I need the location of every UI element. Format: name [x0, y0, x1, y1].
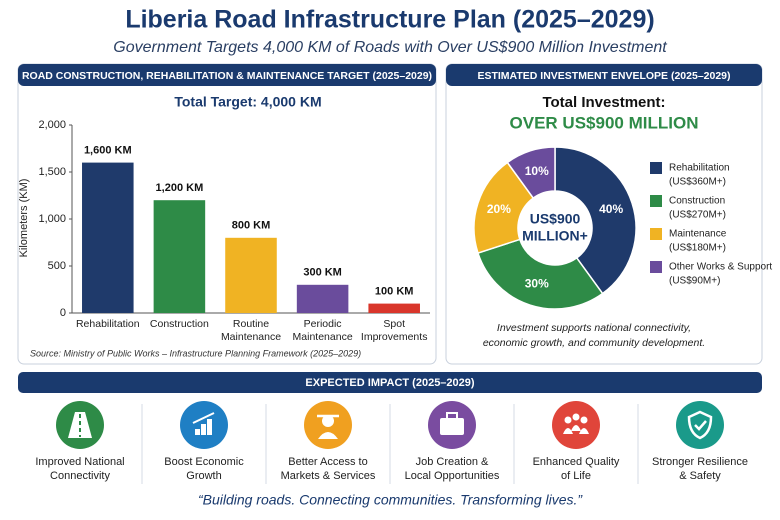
pie-center-label: MILLION+ [522, 228, 588, 244]
legend-detail: (US$270M+) [669, 210, 726, 221]
pie-chart-subtitle: Total Investment: [542, 94, 665, 111]
icon-glyph [195, 429, 200, 435]
legend-detail: (US$180M+) [669, 243, 726, 254]
value-label: 300 KM [303, 267, 342, 279]
pie-slice [506, 146, 556, 200]
impact-label: of Life [561, 470, 591, 482]
impact-label: Boost Economic [164, 456, 244, 468]
pie-center-label: US$900 [530, 211, 581, 227]
impact-item: Better Access to Markets & Services [281, 401, 376, 482]
x-tick-label: Periodic Maintenance [293, 318, 353, 343]
y-tick-label: 0 [60, 307, 66, 319]
impact-item: Job Creation & Local Opportunities [405, 401, 500, 482]
legend-detail: (US$360M+) [669, 177, 726, 188]
slice-label: 40% [599, 202, 623, 216]
impact-banner [18, 372, 762, 393]
y-tick-label: 2,000 [38, 119, 66, 131]
bar [296, 284, 349, 313]
x-tick-label: Routine Maintenance [221, 318, 281, 343]
x-tick-label: Spot Improvements [361, 318, 428, 343]
impact-item: Stronger Resilience & Safety [652, 401, 748, 482]
pie-headline: OVER US$900 MILLION [510, 113, 699, 132]
slice-label: 20% [487, 202, 511, 216]
pie-slice [554, 146, 637, 295]
legend-detail: (US$90M+) [669, 276, 720, 287]
slice-label: 30% [525, 276, 549, 290]
y-axis-label: Kilometers (KM) [18, 179, 30, 258]
pie-note: Investment supports national connectivit… [497, 322, 691, 334]
impact-label: Local Opportunities [405, 470, 500, 482]
impact-label: Markets & Services [281, 470, 376, 482]
impact-item: Enhanced Quality of Life [533, 401, 620, 482]
bar [225, 237, 277, 313]
value-label: 1,200 KM [156, 182, 204, 194]
icon-glyph [580, 416, 588, 424]
icon-glyph [192, 412, 215, 424]
x-tick-label: Rehabilitation [76, 318, 140, 330]
footer-quote: “Building roads. Connecting communities.… [198, 492, 583, 508]
pie-slice [477, 238, 604, 310]
icon-glyph [318, 432, 338, 439]
y-tick-label: 1,500 [38, 166, 66, 178]
bar [153, 200, 206, 313]
bar-chart-title: ROAD CONSTRUCTION, REHABILITATION & MAIN… [22, 70, 432, 82]
pie-note: economic growth, and community developme… [483, 337, 705, 349]
impact-label: Enhanced Quality [533, 456, 620, 468]
impact-item: Improved National Connectivity [35, 401, 125, 482]
impact-label: Improved National [35, 456, 124, 468]
value-label: 100 KM [375, 286, 414, 298]
legend-label: Rehabilitation [669, 163, 730, 174]
page-subtitle: Government Targets 4,000 KM of Roads wit… [113, 39, 667, 56]
legend-label: Construction [669, 196, 725, 207]
legend-swatch [650, 261, 662, 273]
icon-glyph [571, 425, 581, 431]
left-banner [18, 64, 436, 86]
legend-label: Maintenance [669, 229, 727, 240]
impact-label: & Safety [679, 470, 721, 482]
legend-swatch [650, 228, 662, 240]
pie-chart-title: ESTIMATED INVESTMENT ENVELOPE (2025–2029… [477, 70, 730, 82]
impact-item: Boost Economic Growth [164, 401, 244, 482]
bar [368, 303, 420, 313]
x-tick-label: Construction [150, 318, 209, 330]
legend-swatch [650, 195, 662, 207]
impact-label: Stronger Resilience [652, 456, 748, 468]
bar [82, 162, 134, 313]
legend-swatch [650, 162, 662, 174]
slice-label: 10% [525, 164, 549, 178]
icon-glyph [579, 428, 589, 434]
icon-glyph [322, 415, 334, 427]
y-tick-label: 500 [48, 260, 66, 272]
impact-icon [676, 401, 724, 449]
icon-glyph [564, 416, 572, 424]
source-note: Source: Ministry of Public Works – Infra… [30, 348, 361, 358]
icon-glyph [687, 410, 713, 440]
icon-glyph [446, 412, 458, 420]
icon-glyph [207, 419, 212, 435]
impact-label: Better Access to [288, 456, 367, 468]
page-title: Liberia Road Infrastructure Plan (2025–2… [125, 6, 654, 34]
bar-chart-subtitle: Total Target: 4,000 KM [174, 94, 321, 110]
y-tick-label: 1,000 [38, 213, 66, 225]
right-banner [446, 64, 762, 86]
icon-glyph [201, 424, 206, 435]
icon-glyph [694, 420, 707, 431]
impact-label: Job Creation & [416, 456, 489, 468]
icon-glyph [563, 428, 573, 434]
value-label: 1,600 KM [84, 145, 132, 157]
impact-label: Connectivity [50, 470, 110, 482]
impact-title: EXPECTED IMPACT (2025–2029) [305, 377, 474, 389]
impact-label: Growth [186, 470, 221, 482]
legend-label: Other Works & Support [669, 262, 772, 273]
icon-glyph [572, 413, 580, 421]
icon-glyph [440, 418, 464, 435]
value-label: 800 KM [232, 220, 271, 232]
